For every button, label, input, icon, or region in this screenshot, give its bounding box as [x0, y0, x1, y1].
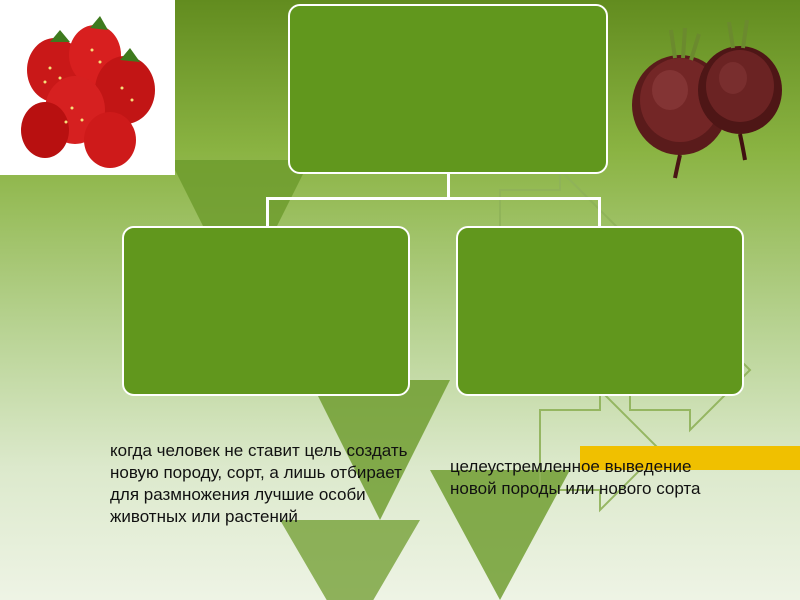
strawberry-icon	[0, 0, 175, 175]
diagram-right-box	[456, 226, 744, 396]
slide: когда человек не ставит цель создать нов…	[0, 0, 800, 600]
right-description: целеустремленное выведение новой породы …	[450, 456, 740, 500]
diagram-connector	[266, 197, 269, 227]
beet-icon	[605, 0, 800, 180]
left-description: когда человек не ставит цель создать нов…	[110, 440, 410, 528]
image-strawberries	[0, 0, 175, 175]
diagram-connector	[598, 197, 601, 227]
image-beets	[605, 0, 800, 180]
diagram-top-box	[288, 4, 608, 174]
diagram-left-box	[122, 226, 410, 396]
diagram-connector	[266, 197, 601, 200]
diagram-connector	[447, 174, 450, 199]
arrow-down-icon	[280, 520, 420, 600]
